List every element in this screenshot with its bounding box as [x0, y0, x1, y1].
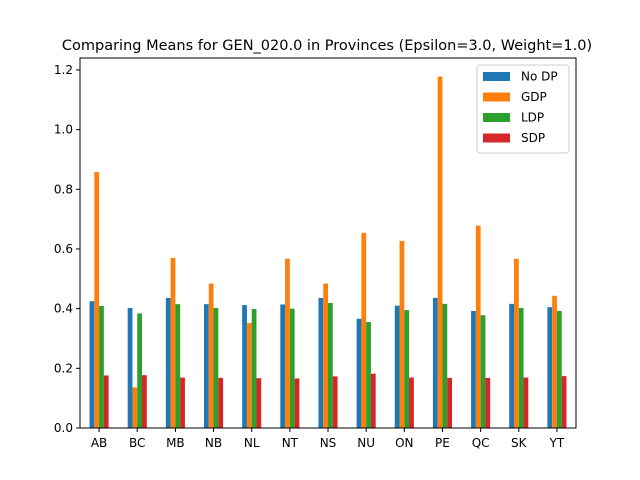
- bar-ldp-nt: [289, 308, 295, 428]
- x-tick-label: NS: [320, 436, 337, 450]
- legend-box: [476, 64, 570, 154]
- bar-ldp-pe: [442, 303, 448, 428]
- y-tick-label: 0.4: [54, 302, 73, 316]
- bar-gdp-pe: [437, 76, 443, 428]
- x-tick-label: ON: [395, 436, 413, 450]
- x-tick-label: NL: [244, 436, 260, 450]
- legend-swatch-sdp: [483, 133, 510, 143]
- bar-sdp-pe: [447, 377, 452, 428]
- legend-label: No DP: [521, 70, 558, 84]
- bar-ldp-nu: [366, 322, 371, 428]
- legend-swatch-ldp: [483, 113, 510, 122]
- x-tick-label: MB: [166, 436, 185, 450]
- bar-sdp-on: [409, 377, 414, 428]
- bar-gdp-ns: [323, 283, 328, 428]
- x-tick-label: NB: [205, 436, 222, 450]
- bar-no-dp-sk: [509, 303, 514, 428]
- bar-no-dp-nt: [280, 304, 286, 428]
- bar-gdp-bc: [132, 387, 138, 428]
- bar-ldp-yt: [556, 311, 562, 428]
- legend: No DP GDP LDP SDP: [476, 64, 570, 154]
- bar-no-dp-on: [394, 305, 400, 428]
- x-tick-label: SK: [511, 436, 528, 450]
- bar-no-dp-qc: [471, 311, 476, 428]
- legend-swatch-no-dp: [483, 72, 510, 81]
- bar-no-dp-ns: [318, 297, 324, 428]
- bar-sdp-yt: [561, 376, 567, 428]
- bar-gdp-mb: [170, 257, 176, 428]
- bar-ldp-on: [404, 310, 410, 428]
- bar-ldp-bc: [137, 313, 142, 428]
- bar-sdp-nl: [256, 378, 262, 428]
- bar-ldp-nl: [251, 308, 257, 428]
- bar-gdp-nl: [246, 322, 252, 428]
- y-tick-label: 0.0: [54, 421, 73, 435]
- bar-gdp-ab: [94, 171, 100, 429]
- bar-sdp-qc: [485, 377, 491, 428]
- x-tick-label: AB: [91, 436, 107, 450]
- bar-no-dp-ab: [89, 301, 95, 428]
- bar-gdp-nb: [208, 283, 214, 428]
- bar-no-dp-nl: [242, 305, 247, 428]
- bar-gdp-nu: [361, 232, 367, 428]
- legend-swatch-gdp: [483, 92, 510, 102]
- chart-title: Comparing Means for GEN_020.0 in Provinc…: [62, 38, 592, 54]
- y-tick-label: 0.2: [54, 361, 73, 375]
- bar-ldp-qc: [480, 315, 486, 428]
- x-tick-label: NU: [357, 436, 375, 450]
- bar-gdp-sk: [514, 258, 519, 428]
- bar-ldp-ab: [99, 305, 104, 428]
- y-tick-label: 0.8: [54, 182, 73, 196]
- bar-no-dp-pe: [432, 297, 438, 428]
- bar-no-dp-nu: [356, 318, 362, 428]
- bar-ldp-sk: [518, 308, 524, 428]
- x-tick-label: QC: [472, 436, 490, 450]
- bar-ldp-ns: [328, 302, 333, 428]
- legend-label: GDP: [521, 90, 547, 104]
- bar-sdp-bc: [142, 375, 147, 428]
- bar-sdp-nb: [218, 377, 224, 428]
- bar-no-dp-mb: [165, 297, 171, 428]
- y-tick-label: 1.0: [54, 123, 73, 137]
- bar-sdp-mb: [180, 377, 185, 428]
- x-tick-label: PE: [435, 436, 450, 450]
- bar-no-dp-yt: [547, 307, 553, 428]
- legend-label: SDP: [521, 131, 545, 145]
- bar-gdp-on: [399, 240, 405, 428]
- plot-frame: [79, 57, 577, 429]
- bar-sdp-ab: [103, 375, 109, 428]
- bar-ldp-mb: [175, 304, 181, 428]
- bar-gdp-qc: [475, 225, 481, 428]
- bar-ldp-nb: [213, 308, 219, 428]
- y-tick-label: 0.6: [54, 242, 73, 256]
- bar-gdp-nt: [285, 258, 290, 428]
- x-axis: AB BC MB NB NL NT NS NU ON PE QC SK YT: [91, 428, 565, 450]
- x-tick-label: YT: [549, 436, 565, 450]
- legend-label: LDP: [521, 111, 544, 125]
- bar-gdp-yt: [552, 295, 557, 428]
- bar-sdp-nu: [370, 373, 376, 428]
- bar-sdp-nt: [294, 378, 300, 428]
- bar-no-dp-bc: [127, 308, 133, 428]
- bar-sdp-ns: [332, 376, 338, 428]
- bar-sdp-sk: [523, 377, 529, 428]
- x-tick-label: BC: [129, 436, 145, 450]
- y-tick-label: 1.2: [54, 63, 73, 77]
- bars-group: [89, 76, 567, 429]
- y-axis: 0.0 0.2 0.4 0.6 0.8 1.0 1.2: [54, 63, 80, 435]
- bar-no-dp-nb: [204, 304, 209, 428]
- x-tick-label: NT: [282, 436, 299, 450]
